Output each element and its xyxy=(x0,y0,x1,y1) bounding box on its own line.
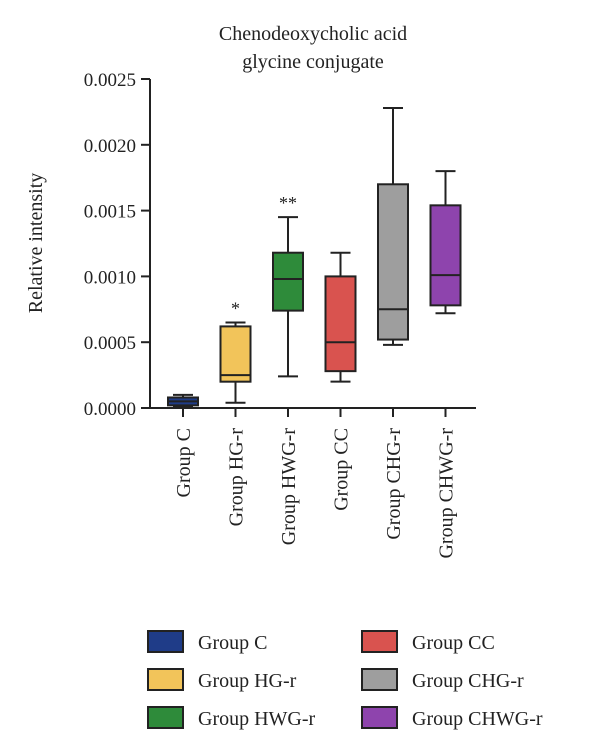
box-group-hg-r: * xyxy=(219,298,252,404)
x-tick-label: Group C xyxy=(173,428,195,497)
legend-label: Group C xyxy=(198,632,267,654)
legend-swatch xyxy=(361,630,398,653)
x-axis xyxy=(150,407,476,417)
y-tick-label: 0.0000 xyxy=(84,399,136,420)
box-group-hwg-r: ** xyxy=(272,193,304,378)
legend-swatch xyxy=(361,706,398,729)
chart-title-line-2: glycine conjugate xyxy=(242,51,384,73)
legend-label: Group HG-r xyxy=(198,670,297,692)
box-group-chwg-r xyxy=(429,170,462,315)
y-tick-label: 0.0005 xyxy=(84,333,136,354)
y-axis-label: Relative intensity xyxy=(25,173,47,314)
legend-item: Group CHWG-r xyxy=(361,706,543,730)
x-tick-label: Group HWG-r xyxy=(278,428,300,546)
legend-swatch xyxy=(361,668,398,691)
y-tick-label: 0.0025 xyxy=(84,70,136,91)
legend-swatch xyxy=(147,630,184,653)
legend-label: Group HWG-r xyxy=(198,708,316,730)
legend-swatch xyxy=(147,668,184,691)
legend-item: Group CHG-r xyxy=(361,668,524,692)
y-tick-label: 0.0015 xyxy=(84,202,136,223)
x-tick-label: Group HG-r xyxy=(226,428,248,527)
box-iqr xyxy=(429,204,462,307)
legend-label: Group CC xyxy=(412,632,495,654)
x-tick-label: Group CC xyxy=(331,428,353,511)
y-axis: 0.0000 0.0005 0.0010 0.0015 0.0020 0.0025 xyxy=(84,70,151,420)
legend-item: Group HWG-r xyxy=(147,706,316,730)
legend-item: Group HG-r xyxy=(147,668,297,692)
legend: Group C Group HG-r Group HWG-r Group CC Grou… xyxy=(147,630,543,730)
box-iqr xyxy=(324,275,357,373)
box-iqr xyxy=(377,183,409,341)
chart-title-line-1: Chenodeoxycholic acid xyxy=(219,23,407,45)
box-group-cc xyxy=(324,251,357,383)
legend-label: Group CHWG-r xyxy=(412,708,543,730)
significance-marker: ** xyxy=(279,193,297,213)
y-tick-label: 0.0010 xyxy=(84,267,136,288)
y-tick-label: 0.0020 xyxy=(84,136,136,157)
legend-swatch xyxy=(147,706,184,729)
chart-title: Chenodeoxycholic acid glycine conjugate xyxy=(219,23,407,73)
legend-item: Group CC xyxy=(361,630,495,654)
significance-marker: * xyxy=(231,298,240,318)
legend-label: Group CHG-r xyxy=(412,670,524,692)
x-tick-labels: Group C Group HG-r Group HWG-r Group CC Grou… xyxy=(173,428,458,559)
x-tick-label: Group CHWG-r xyxy=(436,428,458,559)
box-iqr xyxy=(272,251,304,312)
box-group-c xyxy=(167,393,199,408)
legend-item: Group C xyxy=(147,630,267,654)
x-tick-label: Group CHG-r xyxy=(383,428,405,540)
box-iqr xyxy=(219,325,252,383)
boxes: *** xyxy=(167,106,462,408)
box-group-chg-r xyxy=(377,106,409,346)
